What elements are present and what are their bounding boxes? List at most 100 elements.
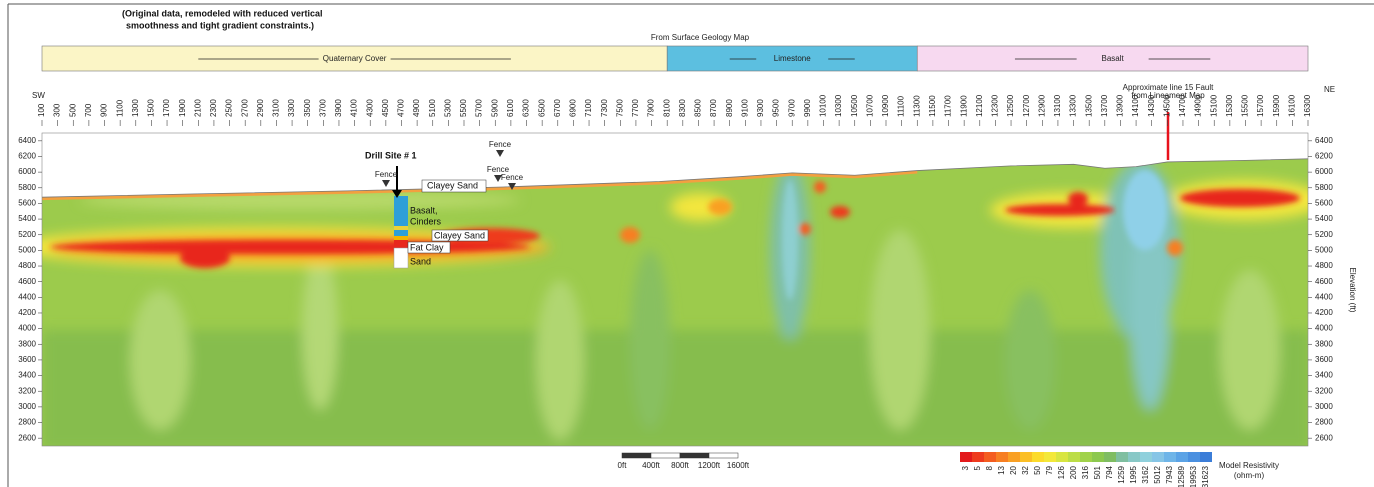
log-sand (394, 248, 408, 268)
colorbar-cell (996, 452, 1008, 462)
x-tick-label: 5300 (443, 99, 452, 117)
annotation: Clayey Sand (434, 230, 485, 240)
x-tick-label: 3900 (334, 99, 343, 117)
y-tick-label: 3400 (18, 371, 36, 380)
colorbar-label: 79 (1045, 465, 1054, 474)
colorbar-cell (1080, 452, 1092, 462)
x-tick-label: 13300 (1069, 94, 1078, 117)
colorbar-label: 316 (1081, 465, 1090, 479)
colorbar-cell (1020, 452, 1032, 462)
colorbar-label: 126 (1057, 465, 1066, 479)
y-tick-label: 5000 (1315, 245, 1333, 254)
colorbar-label: 12589 (1177, 465, 1186, 487)
x-tick-label: 4300 (365, 99, 374, 117)
y-tick-label: 4200 (1315, 308, 1333, 317)
x-tick-label: 11500 (928, 95, 937, 117)
fence-marker (382, 180, 390, 187)
right-label: NE (1324, 85, 1335, 94)
x-tick-label: 7100 (584, 99, 593, 117)
x-tick-label: 4500 (381, 99, 390, 117)
scale-segment (680, 453, 709, 458)
x-tick-label: 7900 (647, 99, 656, 117)
note: smoothness and tight gradient constraint… (126, 20, 314, 30)
y-tick-label: 4200 (18, 308, 36, 317)
x-tick-label: 5100 (428, 99, 437, 117)
note: (Original data, remodeled with reduced v… (122, 8, 323, 18)
geology-label: Basalt (1102, 54, 1125, 63)
colorbar-cell (1140, 452, 1152, 462)
colorbar-cell (1068, 452, 1080, 462)
x-tick-label: 14300 (1147, 94, 1156, 117)
y-tick-label: 3200 (18, 386, 36, 395)
x-tick-label: 2500 (225, 99, 234, 117)
colorbar-label: 3 (961, 465, 970, 470)
x-tick-label: 4900 (412, 99, 421, 117)
x-tick-label: 11900 (959, 95, 968, 117)
log-basalt (394, 196, 408, 226)
y-tick-label: 6400 (18, 136, 36, 145)
colorbar-cell (1104, 452, 1116, 462)
colorbar-label: 5 (973, 465, 982, 470)
scale-label: 1200ft (698, 461, 721, 470)
colorbar-label: 200 (1069, 465, 1078, 479)
y-tick-label: 3000 (1315, 402, 1333, 411)
x-tick-label: 900 (100, 103, 109, 117)
x-tick-label: 11300 (912, 95, 921, 117)
x-tick-label: 11700 (944, 95, 953, 117)
x-tick-label: 9300 (756, 99, 765, 117)
y-tick-label: 4600 (18, 277, 36, 286)
colorbar-cell (1056, 452, 1068, 462)
y-tick-label: 4400 (1315, 292, 1333, 301)
colorbar-cell (1032, 452, 1044, 462)
x-tick-label: 14500 (1162, 94, 1171, 117)
fence-marker (496, 150, 504, 157)
x-tick-label: 10300 (834, 94, 843, 117)
colorbar-label: 32 (1021, 465, 1030, 474)
geology-label: Quaternary Cover (323, 54, 387, 63)
x-tick-label: 10900 (881, 94, 890, 117)
x-tick-label: 13700 (1100, 94, 1109, 117)
x-tick-label: 8500 (694, 99, 703, 117)
x-tick-label: 1500 (147, 99, 156, 117)
x-tick-label: 3700 (318, 99, 327, 117)
x-tick-label: 4100 (350, 99, 359, 117)
colorbar-label: 501 (1093, 465, 1102, 479)
scale-label: 800ft (671, 461, 690, 470)
colorbar-cell (1128, 452, 1140, 462)
scale-segment (709, 453, 738, 458)
log-clayey-sand (394, 226, 408, 230)
annotation: Fat Clay (410, 242, 444, 252)
x-tick-label: 2700 (240, 99, 249, 117)
colorbar-cell (1164, 452, 1176, 462)
log-layer (394, 230, 408, 236)
x-tick-label: 15500 (1241, 94, 1250, 117)
y-tick-label: 3200 (1315, 386, 1333, 395)
y-tick-label: 3600 (18, 355, 36, 364)
x-tick-label: 11100 (897, 95, 906, 117)
x-tick-label: 6700 (553, 99, 562, 117)
y-tick-label: 5800 (18, 183, 36, 192)
colorbar-label: 20 (1009, 465, 1018, 474)
y-tick-label: 4400 (18, 292, 36, 301)
y-tick-label: 2600 (18, 433, 36, 442)
x-tick-label: 2900 (256, 99, 265, 117)
x-tick-label: 7500 (615, 99, 624, 117)
x-tick-label: 9900 (803, 99, 812, 117)
colorbar-cell (1008, 452, 1020, 462)
y-tick-label: 5400 (1315, 214, 1333, 223)
x-tick-label: 6900 (569, 99, 578, 117)
y-tick-label: 3000 (18, 402, 36, 411)
colorbar-label: 8 (985, 465, 994, 470)
x-tick-label: 1300 (131, 99, 140, 117)
x-tick-label: 1100 (115, 99, 124, 117)
colorbar-label: 3162 (1141, 465, 1150, 483)
resistivity-field (10, 130, 1325, 450)
x-tick-label: 10100 (819, 94, 828, 117)
colorbar-cell (1176, 452, 1188, 462)
x-tick-label: 100 (37, 103, 46, 117)
y-tick-label: 4000 (18, 324, 36, 333)
x-tick-label: 300 (53, 103, 62, 117)
x-tick-label: 6100 (506, 99, 515, 117)
y-tick-label: 5600 (18, 199, 36, 208)
colorbar-cell (1044, 452, 1056, 462)
